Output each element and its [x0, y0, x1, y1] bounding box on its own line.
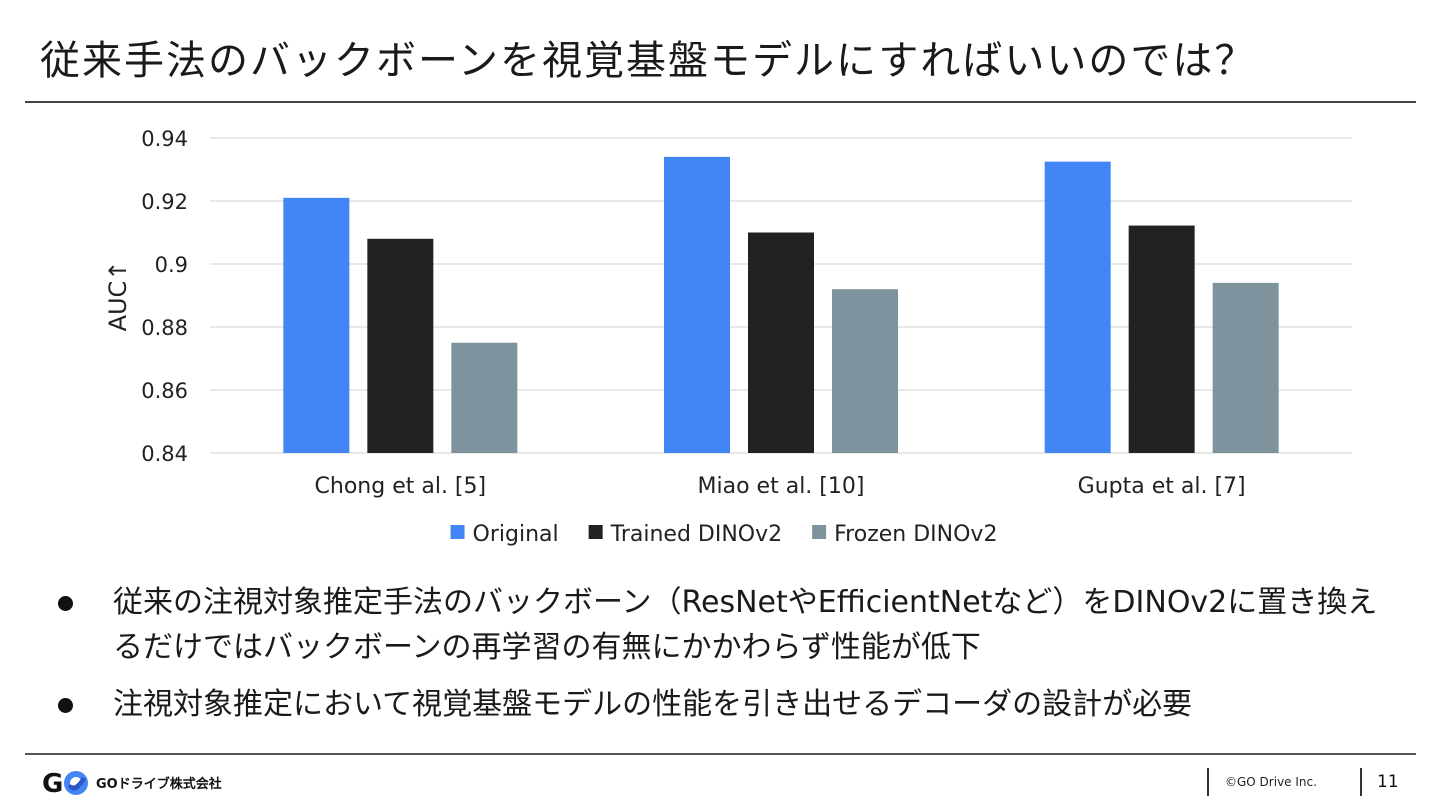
slide-title: 従来手法のバックボーンを視覚基盤モデルにすればいいのでは？ [40, 38, 1257, 84]
legend-swatch [812, 525, 827, 539]
company-name: GOドライブ株式会社 [96, 776, 222, 792]
legend-label: Trained DINOv2 [610, 522, 783, 547]
page-number: 11 [1377, 772, 1399, 792]
bullet-list: 従来の注視対象推定手法のバックボーン（ResNetやEfficientNetなど… [58, 580, 1398, 739]
x-category-label: Gupta et al. [7] [1078, 474, 1246, 499]
bullet-item: 注視対象推定において視覚基盤モデルの性能を引き出せるデコーダの設計が必要 [58, 682, 1398, 727]
y-tick-label: 0.86 [141, 379, 188, 403]
go-logo-icon: G [42, 767, 90, 797]
svg-text:G: G [42, 769, 63, 797]
copyright: ©GO Drive Inc. [1225, 775, 1317, 789]
legend-label: Original [473, 522, 559, 547]
bullet-text: 注視対象推定において視覚基盤モデルの性能を引き出せるデコーダの設計が必要 [113, 687, 1193, 722]
legend-swatch [450, 525, 465, 539]
y-tick-label: 0.94 [141, 127, 188, 151]
bullet-dot-icon [58, 698, 73, 713]
legend-swatch [588, 525, 603, 539]
company-logo: G GOドライブ株式会社 [42, 766, 222, 798]
x-category-label: Miao et al. [10] [698, 474, 865, 499]
footer-divider [25, 753, 1416, 755]
bar-chart: 0.84 0.86 0.88 0.9 0.92 0.94 AUC↑ Chong et al. … [104, 127, 1352, 547]
bar [1128, 225, 1195, 453]
title-divider [25, 101, 1416, 103]
bar [664, 156, 730, 453]
y-tick-label: 0.84 [141, 442, 188, 466]
x-category-label: Chong et al. [5] [315, 474, 487, 499]
y-axis-label: AUC↑ [104, 261, 132, 332]
bar [748, 232, 814, 453]
bullet-item: 従来の注視対象推定手法のバックボーン（ResNetやEfficientNetなど… [58, 580, 1398, 670]
y-tick-label: 0.92 [141, 190, 188, 214]
footer-separator [1207, 768, 1209, 796]
bullet-text: 従来の注視対象推定手法のバックボーン（ResNetやEfficientNetなど… [113, 585, 1378, 665]
y-tick-label: 0.88 [141, 316, 188, 340]
y-tick-label: 0.9 [155, 253, 188, 277]
bar [283, 197, 350, 453]
bullet-dot-icon [58, 596, 73, 611]
bar [1212, 282, 1279, 453]
legend-label: Frozen DINOv2 [834, 522, 997, 547]
bar [832, 289, 898, 453]
footer-separator [1360, 768, 1362, 796]
bar [1044, 161, 1111, 453]
bar [367, 238, 434, 453]
bar [451, 342, 518, 453]
